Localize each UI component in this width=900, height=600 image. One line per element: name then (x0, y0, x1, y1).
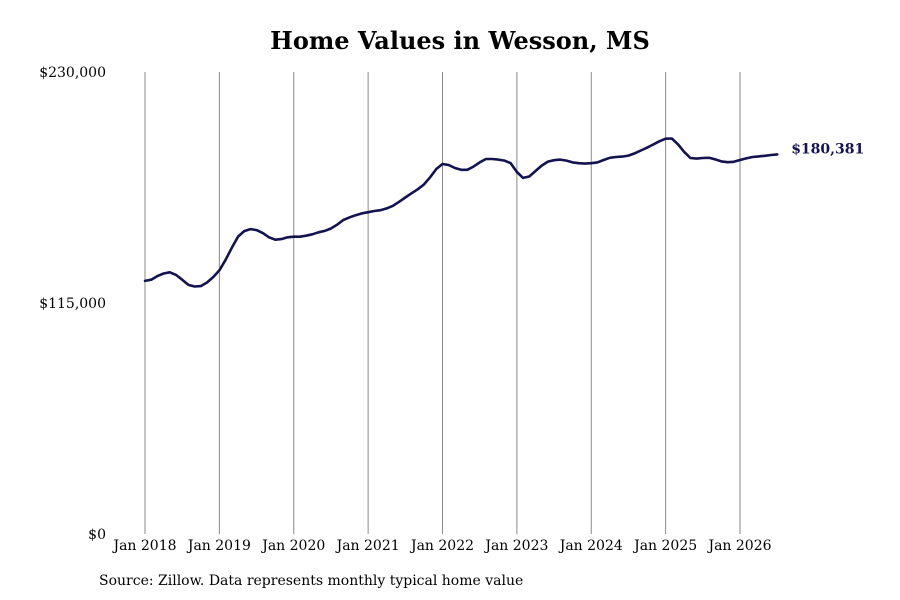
y-tick-label: $0 (88, 527, 106, 543)
end-value-label: $180,381 (791, 141, 864, 157)
x-tick-label: Jan 2023 (483, 538, 548, 554)
x-tick-label: Jan 2022 (409, 538, 474, 554)
x-tick-label: Jan 2019 (186, 538, 251, 554)
x-tick-label: Jan 2021 (335, 538, 400, 554)
chart-title: Home Values in Wesson, MS (270, 26, 650, 55)
source-note: Source: Zillow. Data represents monthly … (99, 573, 524, 589)
x-tick-label: Jan 2026 (706, 538, 771, 554)
x-tick-label: Jan 2020 (260, 538, 325, 554)
x-tick-label: Jan 2025 (632, 538, 697, 554)
x-tick-label: Jan 2018 (111, 538, 176, 554)
series-line (143, 137, 779, 288)
y-tick-label: $115,000 (39, 296, 106, 312)
y-tick-label: $230,000 (39, 65, 106, 81)
x-tick-label: Jan 2024 (558, 538, 623, 554)
